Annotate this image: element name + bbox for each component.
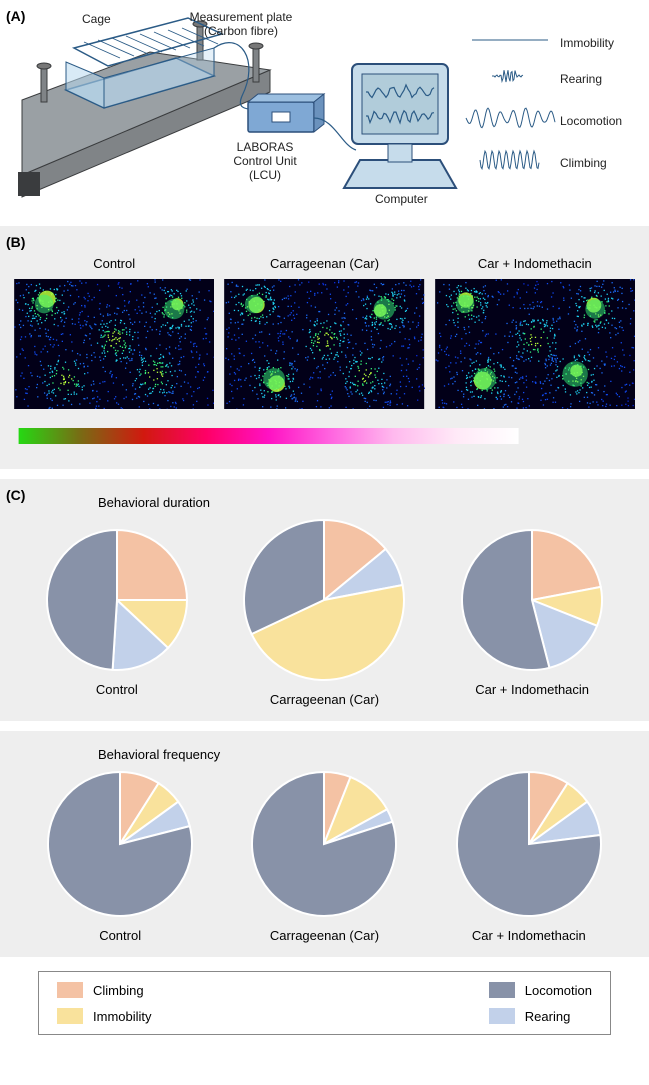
swatch-climbing (57, 982, 83, 998)
panel-b-title-0: Control (14, 256, 214, 271)
duration-row: Control Carrageenan (Car) Car + Indomethac… (18, 516, 631, 707)
legend-rearing: Rearing (489, 1008, 592, 1024)
pie-chart (44, 768, 196, 920)
pie-col: Carrageenan (Car) (240, 516, 408, 707)
pie-chart (248, 768, 400, 920)
swatch-immobility (57, 1008, 83, 1024)
heatmap-car (224, 279, 424, 409)
panel-b: (B) Control Carrageenan (Car) Car + Indo… (0, 226, 649, 469)
pie-col: Control (44, 768, 196, 943)
panel-b-col-2: Car + Indomethacin (435, 256, 635, 414)
legend-locomotion: Locomotion (489, 982, 592, 998)
pie-chart (453, 768, 605, 920)
panel-b-label: (B) (6, 234, 25, 250)
pie-chart (458, 526, 606, 674)
heatmap-carindo (435, 279, 635, 409)
cage-label: Cage (82, 12, 111, 26)
frequency-row: Control Carrageenan (Car) Car + Indomethac… (18, 768, 631, 943)
panel-c: (C) Behavioral duration Control Carrageen… (0, 479, 649, 1035)
panel-b-title-1: Carrageenan (Car) (224, 256, 424, 271)
legend: Climbing Immobility Locomotion Rearing (38, 971, 611, 1035)
pie-col: Car + Indomethacin (458, 526, 606, 697)
pie-label: Carrageenan (Car) (248, 928, 400, 943)
frequency-title: Behavioral frequency (98, 747, 631, 762)
wave-label-immobility: Immobility (560, 36, 614, 50)
pie-col: Car + Indomethacin (453, 768, 605, 943)
gradient-bar (14, 428, 523, 444)
panel-c-frequency: Behavioral frequency Control Carrageenan … (0, 731, 649, 957)
lcu-label: LABORAS Control Unit (LCU) (225, 140, 305, 182)
legend-climbing: Climbing (57, 982, 152, 998)
pie-label: Car + Indomethacin (458, 682, 606, 697)
pie-label: Control (44, 928, 196, 943)
panel-b-col-0: Control (14, 256, 214, 414)
pie-chart (43, 526, 191, 674)
panel-a: (A) Cage Measurement plate (Carbon fibre… (0, 0, 649, 220)
pie-chart (240, 516, 408, 684)
wave-label-rearing: Rearing (560, 72, 602, 86)
legend-immobility: Immobility (57, 1008, 152, 1024)
panel-b-title-2: Car + Indomethacin (435, 256, 635, 271)
panel-b-row: Control Carrageenan (Car) Car + Indometh… (14, 256, 635, 414)
panel-c-duration: (C) Behavioral duration Control Carrageen… (0, 479, 649, 721)
panel-a-label: (A) (6, 8, 25, 24)
pie-label: Car + Indomethacin (453, 928, 605, 943)
wave-label-climbing: Climbing (560, 156, 607, 170)
panel-a-diagram (0, 0, 649, 220)
pie-label: Control (43, 682, 191, 697)
plate-label: Measurement plate (Carbon fibre) (186, 10, 296, 38)
swatch-rearing (489, 1008, 515, 1024)
panel-c-label: (C) (6, 487, 25, 503)
swatch-locomotion (489, 982, 515, 998)
panel-b-col-1: Carrageenan (Car) (224, 256, 424, 414)
wave-label-locomotion: Locomotion (560, 114, 622, 128)
pie-label: Carrageenan (Car) (240, 692, 408, 707)
pie-col: Carrageenan (Car) (248, 768, 400, 943)
pie-col: Control (43, 526, 191, 697)
computer-label: Computer (375, 192, 428, 206)
duration-title: Behavioral duration (98, 495, 631, 510)
heatmap-control (14, 279, 214, 409)
